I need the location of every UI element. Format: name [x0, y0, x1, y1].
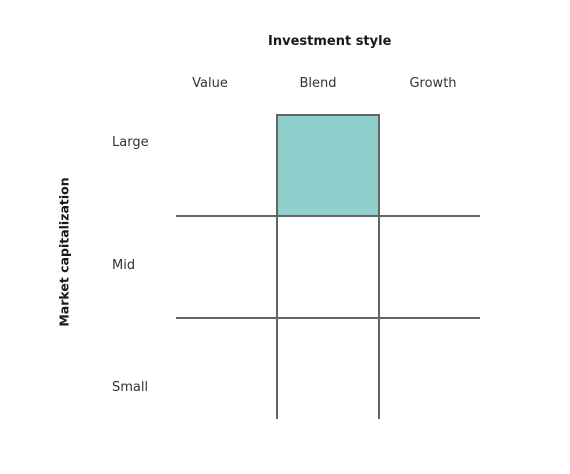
column-label-blend: Blend	[299, 76, 337, 91]
column-label-value: Value	[192, 76, 228, 91]
column-label-growth: Growth	[409, 76, 457, 91]
row-label-small: Small	[112, 380, 149, 395]
chart-title: Investment style	[268, 34, 392, 49]
row-label-large: Large	[112, 135, 149, 150]
row-label-mid: Mid	[112, 258, 136, 273]
highlighted-cell-large-blend	[276, 114, 380, 217]
